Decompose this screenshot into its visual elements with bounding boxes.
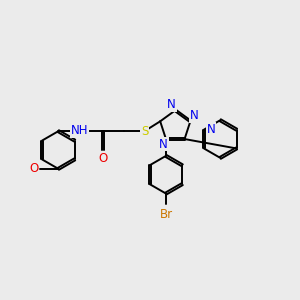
Text: O: O xyxy=(98,152,108,165)
Text: N: N xyxy=(206,123,215,136)
Text: Br: Br xyxy=(159,208,172,221)
Text: NH: NH xyxy=(71,124,88,137)
Text: N: N xyxy=(190,109,199,122)
Text: N: N xyxy=(159,137,168,151)
Text: O: O xyxy=(29,162,38,175)
Text: N: N xyxy=(167,98,176,111)
Text: S: S xyxy=(141,125,148,138)
